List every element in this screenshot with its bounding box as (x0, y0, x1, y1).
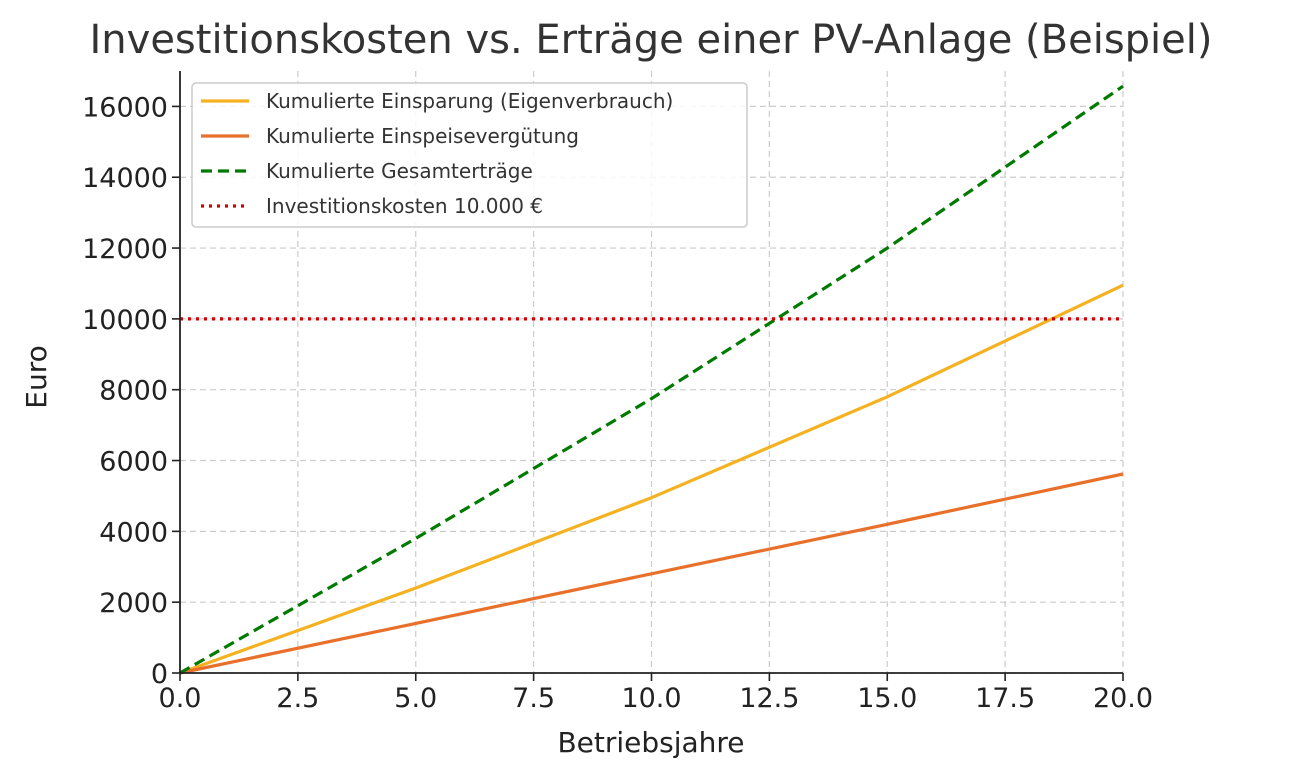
legend: Kumulierte Einsparung (Eigenverbrauch) Ku… (191, 82, 748, 228)
tick-labels: 0.0 2.5 5.0 7.5 10.0 12.5 15.0 17.5 20.0 0 2000 400… (82, 92, 1153, 714)
y-tick-label: 14000 (82, 163, 168, 194)
x-axis-title: Betriebsjahre (557, 726, 744, 759)
legend-label: Kumulierte Einsparung (Eigenverbrauch) (266, 89, 673, 113)
x-tick-label: 5.0 (394, 683, 437, 714)
axes (172, 71, 1124, 681)
y-tick-label: 8000 (99, 376, 168, 407)
chart-title: Investitionskosten vs. Erträge einer PV-… (90, 17, 1213, 63)
series-line-kumulierte-gesamtertr-ge (179, 84, 1124, 675)
series-line-kumulierte-einsparung-eigenverbrauch (179, 283, 1124, 675)
legend-box (191, 82, 748, 228)
legend-label: Kumulierte Gesamterträge (266, 159, 533, 183)
y-tick-label: 12000 (82, 234, 168, 265)
y-tick-label: 0 (151, 659, 168, 690)
y-tick-label: 6000 (99, 447, 168, 478)
x-tick-label: 10.0 (621, 683, 681, 714)
x-tick-label: 2.5 (276, 683, 319, 714)
legend-label: Investitionskosten 10.000 € (266, 194, 543, 218)
y-axis-title: Euro (20, 345, 53, 408)
x-tick-label: 20.0 (1093, 683, 1153, 714)
y-tick-label: 10000 (82, 305, 168, 336)
y-tick-label: 16000 (82, 92, 168, 123)
legend-label: Kumulierte Einspeisevergütung (266, 124, 579, 148)
x-tick-label: 0.0 (159, 683, 202, 714)
y-tick-label: 2000 (99, 588, 168, 619)
x-tick-label: 12.5 (739, 683, 799, 714)
series-line-kumulierte-einspeiseverg-tung (179, 472, 1124, 675)
x-tick-label: 17.5 (975, 683, 1035, 714)
y-tick-label: 4000 (99, 517, 168, 548)
plot-lines (179, 84, 1124, 675)
x-tick-label: 7.5 (512, 683, 555, 714)
x-tick-label: 15.0 (857, 683, 917, 714)
